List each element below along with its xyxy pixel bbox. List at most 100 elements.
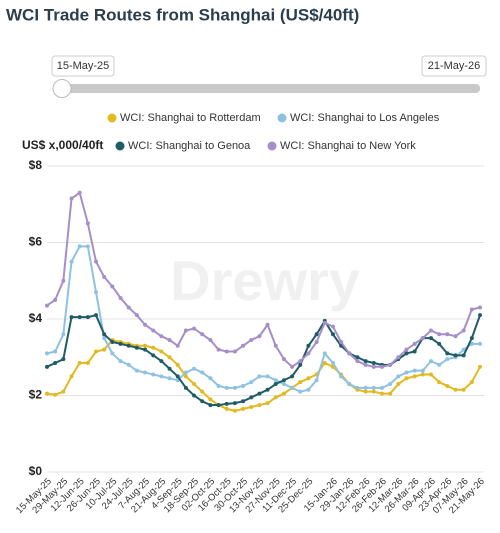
data-point <box>134 313 139 318</box>
data-point <box>290 385 295 390</box>
data-point <box>371 385 376 390</box>
data-point <box>61 332 66 337</box>
data-point <box>306 351 311 356</box>
range-slider[interactable] <box>56 84 480 93</box>
data-point <box>265 374 270 379</box>
data-point <box>134 345 139 350</box>
data-point <box>453 334 458 339</box>
data-point <box>355 385 360 390</box>
data-point <box>412 341 417 346</box>
data-point <box>167 366 172 371</box>
data-point <box>420 368 425 373</box>
data-point <box>126 343 131 348</box>
data-point <box>347 382 352 387</box>
watermark: Drewry <box>170 249 360 312</box>
data-point <box>371 364 376 369</box>
data-point <box>94 259 99 264</box>
data-point <box>167 376 172 381</box>
data-point <box>183 374 188 379</box>
data-point <box>208 338 213 343</box>
data-point <box>134 368 139 373</box>
data-point <box>461 328 466 333</box>
data-point <box>249 380 254 385</box>
data-point <box>445 351 450 356</box>
data-point <box>371 360 376 365</box>
data-point <box>61 357 66 362</box>
data-point <box>478 364 482 369</box>
data-point <box>53 349 58 354</box>
data-point <box>175 374 180 379</box>
data-point <box>379 391 384 396</box>
data-point <box>69 196 74 201</box>
data-point <box>118 295 123 300</box>
data-point <box>94 313 99 318</box>
data-point <box>85 315 90 320</box>
data-point <box>445 332 450 337</box>
data-point <box>159 334 164 339</box>
y-tick-label: $2 <box>29 388 43 402</box>
data-point <box>404 351 409 356</box>
data-point <box>241 343 246 348</box>
data-point <box>192 326 197 331</box>
data-point <box>428 359 433 364</box>
data-point <box>159 374 164 379</box>
data-point <box>192 366 197 371</box>
data-point <box>61 278 66 283</box>
data-point <box>388 362 393 367</box>
range-start-box <box>51 55 115 77</box>
data-point <box>273 395 278 400</box>
legend-marker <box>267 141 277 151</box>
data-point <box>216 403 221 408</box>
data-point <box>428 336 433 341</box>
data-point <box>363 359 368 364</box>
data-point <box>437 362 442 367</box>
data-point <box>281 382 286 387</box>
data-point <box>241 383 246 388</box>
data-point <box>69 374 74 379</box>
data-point <box>208 376 213 381</box>
data-point <box>330 332 335 337</box>
range-slider-handle[interactable] <box>52 79 72 98</box>
data-point <box>61 389 66 394</box>
data-point <box>396 382 401 387</box>
data-point <box>175 362 180 367</box>
data-point <box>290 364 295 369</box>
data-point <box>404 370 409 375</box>
data-point <box>45 303 49 308</box>
data-point <box>110 351 115 356</box>
data-point <box>265 322 270 327</box>
data-point <box>118 341 123 346</box>
data-point <box>412 374 417 379</box>
data-point <box>77 360 82 365</box>
data-point <box>118 359 123 364</box>
data-point <box>322 351 327 356</box>
data-point <box>94 349 99 354</box>
data-point <box>216 347 221 352</box>
data-point <box>224 385 229 390</box>
data-point <box>412 368 417 373</box>
data-point <box>224 401 229 406</box>
data-point <box>192 382 197 387</box>
data-point <box>322 320 327 325</box>
data-point <box>53 360 58 365</box>
data-point <box>232 408 237 413</box>
data-point <box>224 406 229 411</box>
data-point <box>314 339 319 344</box>
data-point <box>347 351 352 356</box>
data-point <box>379 364 384 369</box>
data-point <box>306 376 311 381</box>
y-tick-label: $4 <box>29 311 43 325</box>
data-point <box>273 343 278 348</box>
data-point <box>175 343 180 348</box>
data-point <box>298 359 303 364</box>
data-point <box>273 378 278 383</box>
data-point <box>404 347 409 352</box>
data-point <box>469 307 474 312</box>
data-point <box>102 274 107 279</box>
data-point <box>45 391 49 396</box>
data-point <box>420 372 425 377</box>
data-point <box>314 378 319 383</box>
data-point <box>200 399 205 404</box>
data-point <box>257 391 262 396</box>
data-point <box>478 313 482 318</box>
